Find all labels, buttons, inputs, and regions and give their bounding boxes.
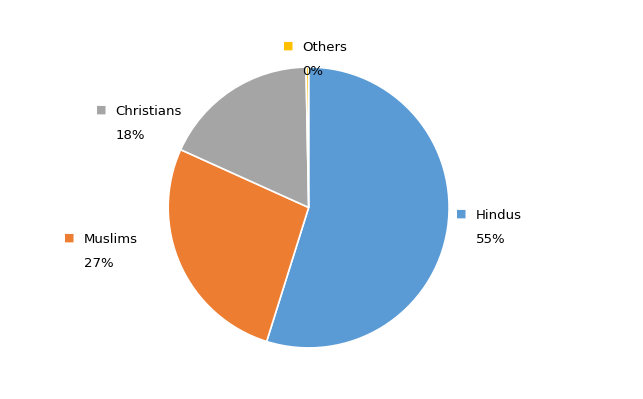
- Text: ■: ■: [457, 208, 467, 219]
- Wedge shape: [181, 67, 309, 207]
- Wedge shape: [306, 67, 309, 207]
- Text: ■: ■: [283, 41, 293, 51]
- Text: Others: Others: [302, 41, 347, 54]
- Wedge shape: [168, 150, 309, 342]
- Wedge shape: [267, 67, 449, 348]
- Text: ■: ■: [64, 232, 75, 243]
- Text: Christians: Christians: [116, 105, 182, 118]
- Text: Hindus: Hindus: [476, 209, 522, 222]
- Text: 18%: 18%: [116, 129, 145, 142]
- Text: 55%: 55%: [476, 233, 505, 246]
- Text: Muslims: Muslims: [84, 233, 138, 246]
- Text: ■: ■: [96, 105, 107, 115]
- Text: 27%: 27%: [84, 257, 113, 270]
- Text: 0%: 0%: [302, 65, 323, 78]
